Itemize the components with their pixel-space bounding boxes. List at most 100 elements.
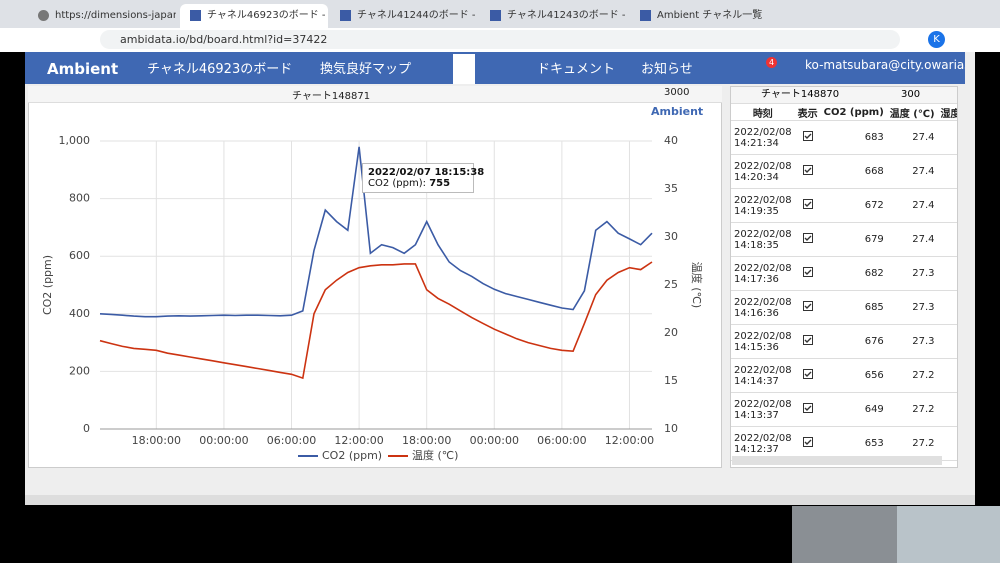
nav-item[interactable]: ドキュメント	[537, 62, 616, 77]
nav-item[interactable]: 換気良好マップ	[320, 62, 412, 77]
checkbox[interactable]	[802, 267, 813, 277]
nav-chart-button[interactable]	[453, 54, 475, 84]
humidity-cell	[937, 290, 957, 325]
user[interactable]: ko-matsubara@city.owariasah	[805, 58, 965, 72]
tab-title: チャネル41244のボード - Amb	[357, 10, 478, 21]
x-tick-label: 06:00:00	[537, 434, 586, 447]
url: ambidata.io/bd/board.html?id=37422	[120, 33, 328, 46]
y2-tick-label: 10	[664, 422, 678, 435]
panel-count[interactable]: 3000	[664, 87, 690, 98]
time: 14:19:35	[734, 205, 779, 217]
checkbox[interactable]	[802, 131, 813, 141]
time-cell: 2022/02/08 14:18:35	[731, 222, 795, 257]
table-row: 2022/02/08 14:16:36 685 27.3	[731, 290, 957, 325]
temp-cell: 27.3	[886, 324, 938, 359]
temp-cell: 27.4	[886, 188, 938, 223]
y-tick-label: 1,000	[59, 134, 91, 147]
avatar[interactable]: K	[928, 31, 945, 48]
checkbox[interactable]	[802, 335, 813, 345]
address-bar[interactable]: ambidata.io/bd/board.html?id=37422	[100, 30, 900, 49]
co2-cell: 682	[820, 256, 887, 291]
column-header: 温度 (℃)	[886, 104, 938, 121]
tab[interactable]: チャネル46923のボード - Amb	[180, 4, 328, 28]
table-row: 2022/02/08 14:15:36 676 27.3	[731, 324, 957, 359]
nav-item[interactable]: チャネル46923のボード	[147, 62, 293, 77]
date: 2022/02/08	[734, 398, 792, 410]
navbar	[25, 52, 965, 84]
show-cell	[794, 324, 821, 359]
checkbox[interactable]	[802, 199, 813, 209]
humidity-cell	[937, 426, 957, 461]
table-row: 2022/02/08 14:21:34 683 27.4	[731, 120, 957, 155]
humidity-cell	[937, 358, 957, 393]
tab-title: https://dimensions-japan...	[55, 10, 176, 21]
tab-title: チャネル41243のボード - Amb	[507, 10, 628, 21]
x-tick-label: 06:00:00	[267, 434, 316, 447]
table-panel-header: チャート148870 300	[731, 87, 957, 104]
checkbox[interactable]	[802, 437, 813, 447]
date: 2022/02/08	[734, 262, 792, 274]
time-cell: 2022/02/08 14:17:36	[731, 256, 795, 291]
date: 2022/02/08	[734, 228, 792, 240]
table-row: 2022/02/08 14:18:35 679 27.4	[731, 222, 957, 257]
checkbox[interactable]	[802, 301, 813, 311]
nav-item[interactable]: お知らせ	[641, 62, 693, 77]
humidity-cell	[937, 392, 957, 427]
humidity-cell	[937, 188, 957, 223]
tab[interactable]: チャネル41244のボード - Amb	[330, 4, 478, 28]
y2-tick-label: 25	[664, 278, 678, 291]
x-tick-label: 12:00:00	[605, 434, 654, 447]
table-row: 2022/02/08 14:14:37 656 27.2	[731, 358, 957, 393]
time: 14:13:37	[734, 409, 779, 421]
humidity-cell	[937, 154, 957, 189]
y-tick-label: 600	[69, 249, 90, 262]
panel-count[interactable]: 300	[901, 89, 921, 100]
y-tick-label: 800	[69, 192, 90, 205]
checkbox[interactable]	[802, 233, 813, 243]
y2-tick-label: 30	[664, 230, 678, 243]
temp-cell: 27.2	[886, 358, 938, 393]
y2-tick-label: 20	[664, 326, 678, 339]
tooltip-title: 2022/02/07 18:15:38	[368, 167, 485, 178]
checkbox[interactable]	[802, 369, 813, 379]
tab[interactable]: https://dimensions-japan...	[28, 4, 176, 28]
x-tick-label: 12:00:00	[334, 434, 383, 447]
tab-title: Ambient チャネル一覧	[657, 10, 763, 21]
checkbox[interactable]	[802, 403, 813, 413]
co2-cell: 685	[820, 290, 887, 325]
time: 14:18:35	[734, 239, 779, 251]
temp-cell: 27.4	[886, 154, 938, 189]
panel-title[interactable]: チャート148870	[761, 89, 840, 100]
column-header: 湿度	[937, 104, 957, 121]
show-cell	[794, 188, 821, 223]
column-header: 表示	[794, 104, 821, 121]
y2-axis-title: 温度 (℃)	[690, 262, 703, 308]
brand[interactable]: Ambient	[47, 60, 119, 78]
time-cell: 2022/02/08 14:20:34	[731, 154, 795, 189]
time-cell: 2022/02/08 14:14:37	[731, 358, 795, 393]
tab[interactable]: チャネル41243のボード - Amb	[480, 4, 628, 28]
legend-label: CO2 (ppm)	[322, 449, 382, 462]
time: 14:20:34	[734, 171, 779, 183]
panel-title[interactable]: チャート148871	[292, 91, 371, 102]
show-cell	[794, 392, 821, 427]
co2-cell: 649	[820, 392, 887, 427]
time: 14:21:34	[734, 137, 779, 149]
humidity-cell	[937, 120, 957, 155]
tooltip-value: 755	[429, 178, 451, 189]
tab[interactable]: Ambient チャネル一覧	[630, 4, 778, 28]
legend-label: 温度 (℃)	[412, 449, 458, 462]
show-cell	[794, 120, 821, 155]
co2-cell: 656	[820, 358, 887, 393]
date: 2022/02/08	[734, 330, 792, 342]
chart-panel-header	[28, 86, 722, 103]
y-axis-title: CO2 (ppm)	[41, 255, 54, 315]
date: 2022/02/08	[734, 364, 792, 376]
browser-chrome: https://dimensions-japan... チャネル46923のボー…	[0, 0, 1000, 52]
checkbox[interactable]	[802, 165, 813, 175]
y2-tick-label: 35	[664, 182, 678, 195]
table-row: 2022/02/08 14:17:36 682 27.3	[731, 256, 957, 291]
webcam	[792, 506, 897, 563]
date: 2022/02/08	[734, 126, 792, 138]
